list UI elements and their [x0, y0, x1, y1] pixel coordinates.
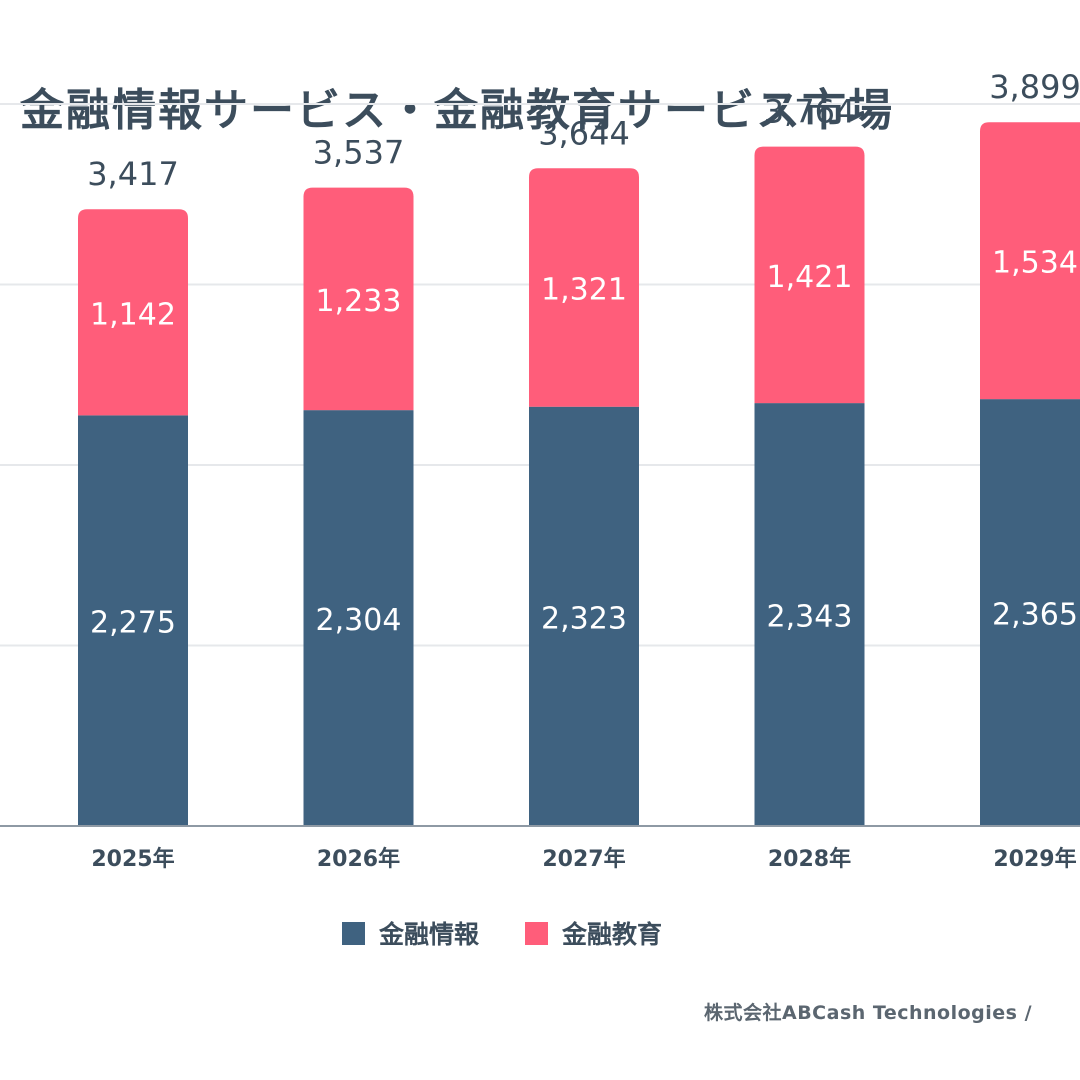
chart-title: 金融情報サービス・金融教育サービス市場 [20, 85, 894, 136]
total-label: 3,417 [87, 155, 179, 193]
bar-segment-edu [980, 122, 1080, 400]
total-label: 3,644 [538, 114, 630, 152]
bar-segment-edu [78, 209, 188, 416]
bar-segment-info [529, 406, 639, 826]
legend-item-info: 金融情報 [342, 915, 479, 951]
bar-segment-edu [529, 168, 639, 407]
data-label-edu: 1,142 [90, 297, 176, 332]
bar-segment-edu [303, 187, 414, 411]
legend-swatch-info [342, 921, 365, 945]
stacked-bar-chart: 2,275 1,142 3,417 2025年 2,304 1,233 3,537 2026年… [0, 68, 1080, 872]
x-tick-label: 2025年 [91, 846, 174, 872]
total-label: 3,764 [764, 93, 856, 131]
total-label: 3,537 [313, 134, 405, 172]
data-label-info: 2,343 [767, 600, 853, 635]
legend: 金融情報 金融教育 [342, 915, 662, 951]
x-tick-label: 2027年 [542, 846, 625, 872]
data-label-info: 2,365 [992, 598, 1078, 633]
data-label-info: 2,323 [541, 601, 627, 636]
bar-segment-info [980, 399, 1080, 826]
x-tick-label: 2026年 [317, 846, 400, 872]
x-tick-label: 2028年 [768, 846, 851, 872]
bar-segment-edu [754, 146, 865, 404]
data-label-info: 2,304 [316, 603, 402, 638]
data-label-edu: 1,421 [767, 260, 853, 295]
legend-label-edu: 金融教育 [562, 920, 663, 949]
data-label-edu: 1,534 [992, 246, 1078, 281]
legend-label-info: 金融情報 [379, 920, 480, 949]
bar-segment-info [303, 410, 414, 826]
data-label-edu: 1,233 [316, 284, 402, 319]
legend-item-edu: 金融教育 [525, 915, 662, 951]
bar-segment-info [78, 415, 188, 826]
bar-segment-info [754, 403, 865, 826]
x-tick-label: 2029年 [993, 846, 1076, 872]
legend-swatch-edu [525, 921, 549, 945]
data-label-info: 2,275 [90, 606, 176, 641]
total-label: 3,899 [989, 68, 1080, 106]
data-label-edu: 1,321 [541, 272, 627, 307]
source-credit: 株式会社ABCash Technologies / [704, 1002, 1033, 1024]
